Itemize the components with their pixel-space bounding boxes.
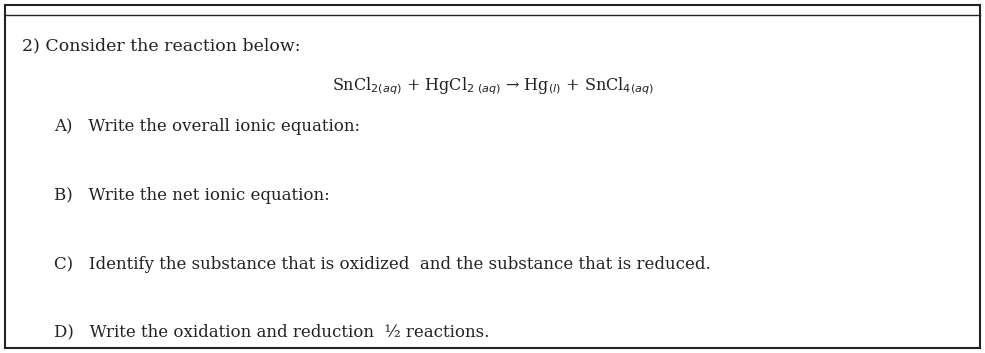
Text: C)   Identify the substance that is oxidized  and the substance that is reduced.: C) Identify the substance that is oxidiz… (54, 256, 711, 273)
Text: 2) Consider the reaction below:: 2) Consider the reaction below: (22, 37, 300, 54)
Text: B)   Write the net ionic equation:: B) Write the net ionic equation: (54, 187, 330, 204)
Text: D)   Write the oxidation and reduction  ½ reactions.: D) Write the oxidation and reduction ½ r… (54, 323, 490, 340)
Text: SnCl$_{2(aq)}$ + HgCl$_{2\ (aq)}$ → Hg$_{(l)}$ + SnCl$_{4(aq)}$: SnCl$_{2(aq)}$ + HgCl$_{2\ (aq)}$ → Hg$_… (332, 76, 653, 97)
Text: A)   Write the overall ionic equation:: A) Write the overall ionic equation: (54, 118, 361, 135)
